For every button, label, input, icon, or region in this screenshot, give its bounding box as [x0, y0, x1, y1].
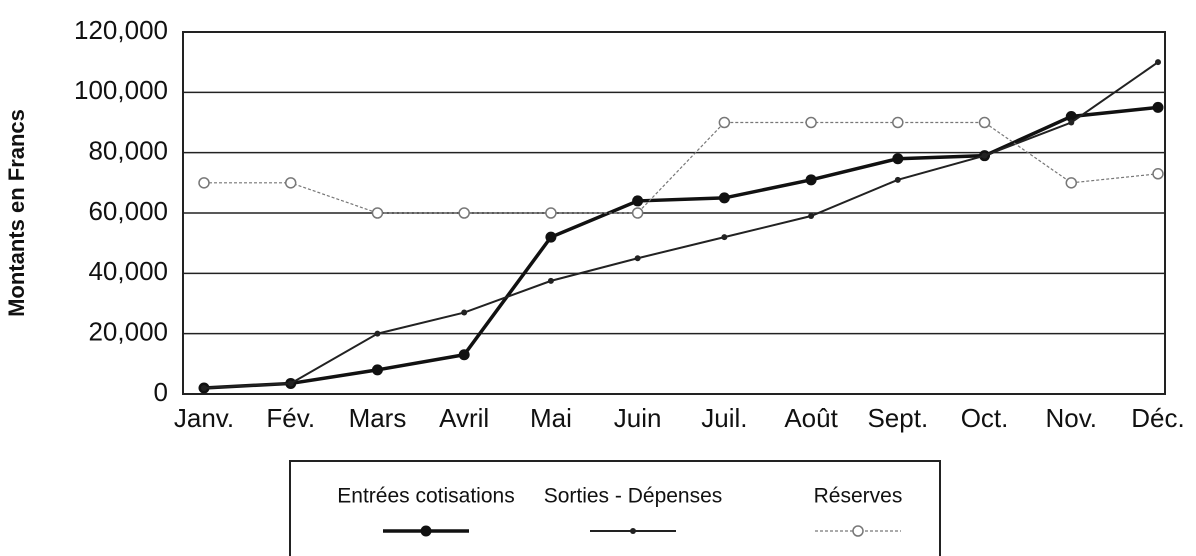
y-tick-label: 20,000 — [88, 317, 168, 347]
y-tick-label: 100,000 — [74, 75, 168, 105]
data-point — [371, 364, 383, 376]
data-point — [461, 309, 468, 316]
data-point — [1065, 110, 1077, 122]
x-tick-label: Fév. — [266, 403, 315, 433]
legend-label: Entrées cotisations — [337, 485, 514, 508]
legend-marker — [630, 528, 636, 534]
data-point — [805, 174, 817, 186]
data-point — [198, 177, 210, 189]
data-point — [287, 380, 294, 387]
x-tick-label: Avril — [439, 403, 489, 433]
data-point — [634, 255, 641, 262]
x-tick-label: Sept. — [867, 403, 928, 433]
y-tick-label: 0 — [154, 377, 168, 407]
y-tick-label: 80,000 — [88, 136, 168, 166]
data-point — [201, 384, 207, 391]
data-point — [894, 176, 901, 183]
legend-box — [289, 460, 941, 556]
y-tick-label: 120,000 — [74, 15, 168, 45]
data-point — [718, 116, 731, 129]
data-point — [978, 116, 991, 129]
legend-label: Sorties - Dépenses — [544, 485, 723, 508]
data-point — [892, 116, 904, 129]
data-point — [545, 231, 557, 243]
series-line — [204, 121, 1159, 214]
data-point — [458, 349, 470, 361]
x-tick-label: Août — [784, 403, 838, 433]
y-tick-label: 60,000 — [88, 196, 168, 226]
x-tick-label: Juil. — [701, 403, 747, 433]
data-point — [1068, 119, 1075, 126]
data-point — [981, 152, 988, 159]
x-tick-label: Déc. — [1131, 403, 1184, 433]
x-tick-label: Juin — [614, 403, 662, 433]
x-tick-label: Oct. — [961, 403, 1009, 433]
data-point — [545, 207, 557, 219]
legend-label: Réserves — [814, 485, 903, 508]
data-point — [632, 195, 644, 207]
x-tick-label: Mai — [530, 403, 572, 433]
data-point — [1152, 168, 1164, 180]
data-point — [631, 207, 644, 219]
y-axis-label: Montants en Francs — [4, 109, 29, 317]
data-point — [1065, 177, 1078, 189]
data-point — [808, 213, 815, 220]
data-point — [1155, 59, 1161, 66]
data-point — [805, 116, 817, 129]
data-point — [458, 207, 470, 219]
series-line — [203, 61, 1159, 389]
x-tick-label: Janv. — [174, 403, 234, 433]
legend-marker — [852, 525, 864, 537]
data-point — [892, 153, 904, 165]
data-point — [371, 207, 384, 219]
data-point — [284, 177, 297, 189]
plot-frame — [182, 31, 1166, 395]
y-tick-label: 40,000 — [88, 256, 168, 286]
x-tick-label: Mars — [349, 403, 407, 433]
x-tick-label: Nov. — [1046, 403, 1098, 433]
legend-marker — [420, 525, 432, 537]
data-point — [721, 234, 728, 241]
data-point — [374, 330, 381, 337]
data-point — [1152, 101, 1164, 113]
data-point — [547, 277, 554, 284]
data-point — [718, 192, 730, 204]
